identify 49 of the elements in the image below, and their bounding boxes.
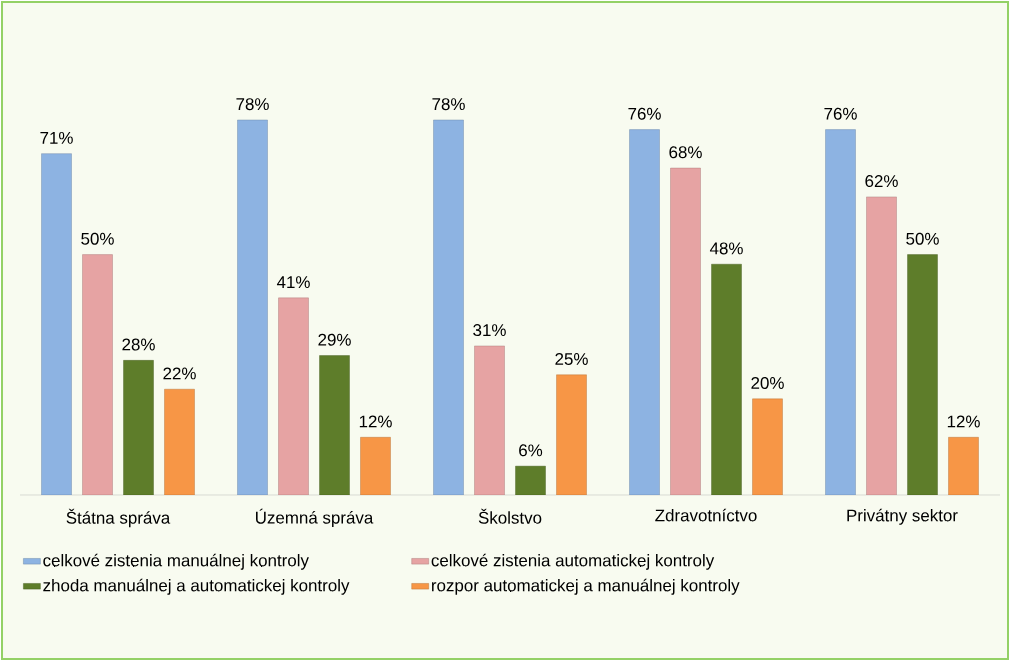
data-label: 12% bbox=[359, 415, 392, 428]
bar bbox=[629, 129, 660, 495]
x-tick-label: Privátny sektor bbox=[847, 508, 958, 525]
data-label: 6% bbox=[519, 444, 543, 457]
bar bbox=[825, 129, 856, 495]
bar bbox=[907, 254, 938, 495]
bar bbox=[278, 297, 309, 495]
x-tick-label: Zdravotníctvo bbox=[655, 508, 757, 522]
bar bbox=[164, 389, 195, 495]
data-label: 76% bbox=[824, 107, 857, 120]
data-label: 20% bbox=[751, 376, 784, 389]
bar bbox=[237, 119, 268, 495]
x-tick-label: Územná správa bbox=[256, 508, 374, 528]
data-label: 48% bbox=[709, 242, 743, 255]
bar bbox=[41, 153, 72, 495]
data-label: 78% bbox=[432, 98, 465, 111]
bar bbox=[474, 345, 505, 495]
legend-label: celkové zistenia manuálnej kontroly bbox=[43, 553, 309, 570]
data-label: 31% bbox=[473, 324, 506, 337]
data-label: 28% bbox=[122, 338, 155, 351]
data-label: 12% bbox=[947, 415, 980, 428]
data-label: 78% bbox=[236, 98, 269, 111]
bar bbox=[948, 437, 979, 495]
bar bbox=[752, 398, 783, 495]
bar bbox=[515, 465, 546, 495]
data-label: 50% bbox=[906, 232, 939, 245]
legend-label: celkové zistenia automatickej kontroly bbox=[431, 553, 715, 570]
bar bbox=[556, 374, 587, 495]
bar bbox=[82, 254, 113, 495]
x-tick-label: Školstvo bbox=[478, 508, 542, 524]
bar bbox=[866, 196, 897, 495]
data-label: 41% bbox=[276, 276, 310, 289]
data-label: 22% bbox=[163, 367, 196, 380]
legend-label: zhoda manuálnej a automatickej kontroly bbox=[43, 578, 350, 595]
bar bbox=[670, 167, 701, 495]
data-label: 50% bbox=[81, 232, 114, 245]
data-label: 76% bbox=[628, 107, 661, 120]
bar bbox=[319, 355, 350, 495]
data-label: 25% bbox=[555, 352, 588, 365]
bar bbox=[433, 119, 464, 495]
legend-label: rozpor automatickej a manuálnej kontroly bbox=[432, 578, 740, 595]
data-label: 62% bbox=[865, 175, 898, 188]
data-label: 68% bbox=[669, 146, 702, 159]
x-tick-label: Štátna správa bbox=[66, 508, 171, 528]
bar bbox=[711, 264, 742, 495]
bar bbox=[360, 437, 391, 495]
data-label: 71% bbox=[40, 131, 73, 144]
data-label: 29% bbox=[318, 333, 351, 346]
bar bbox=[123, 360, 154, 495]
